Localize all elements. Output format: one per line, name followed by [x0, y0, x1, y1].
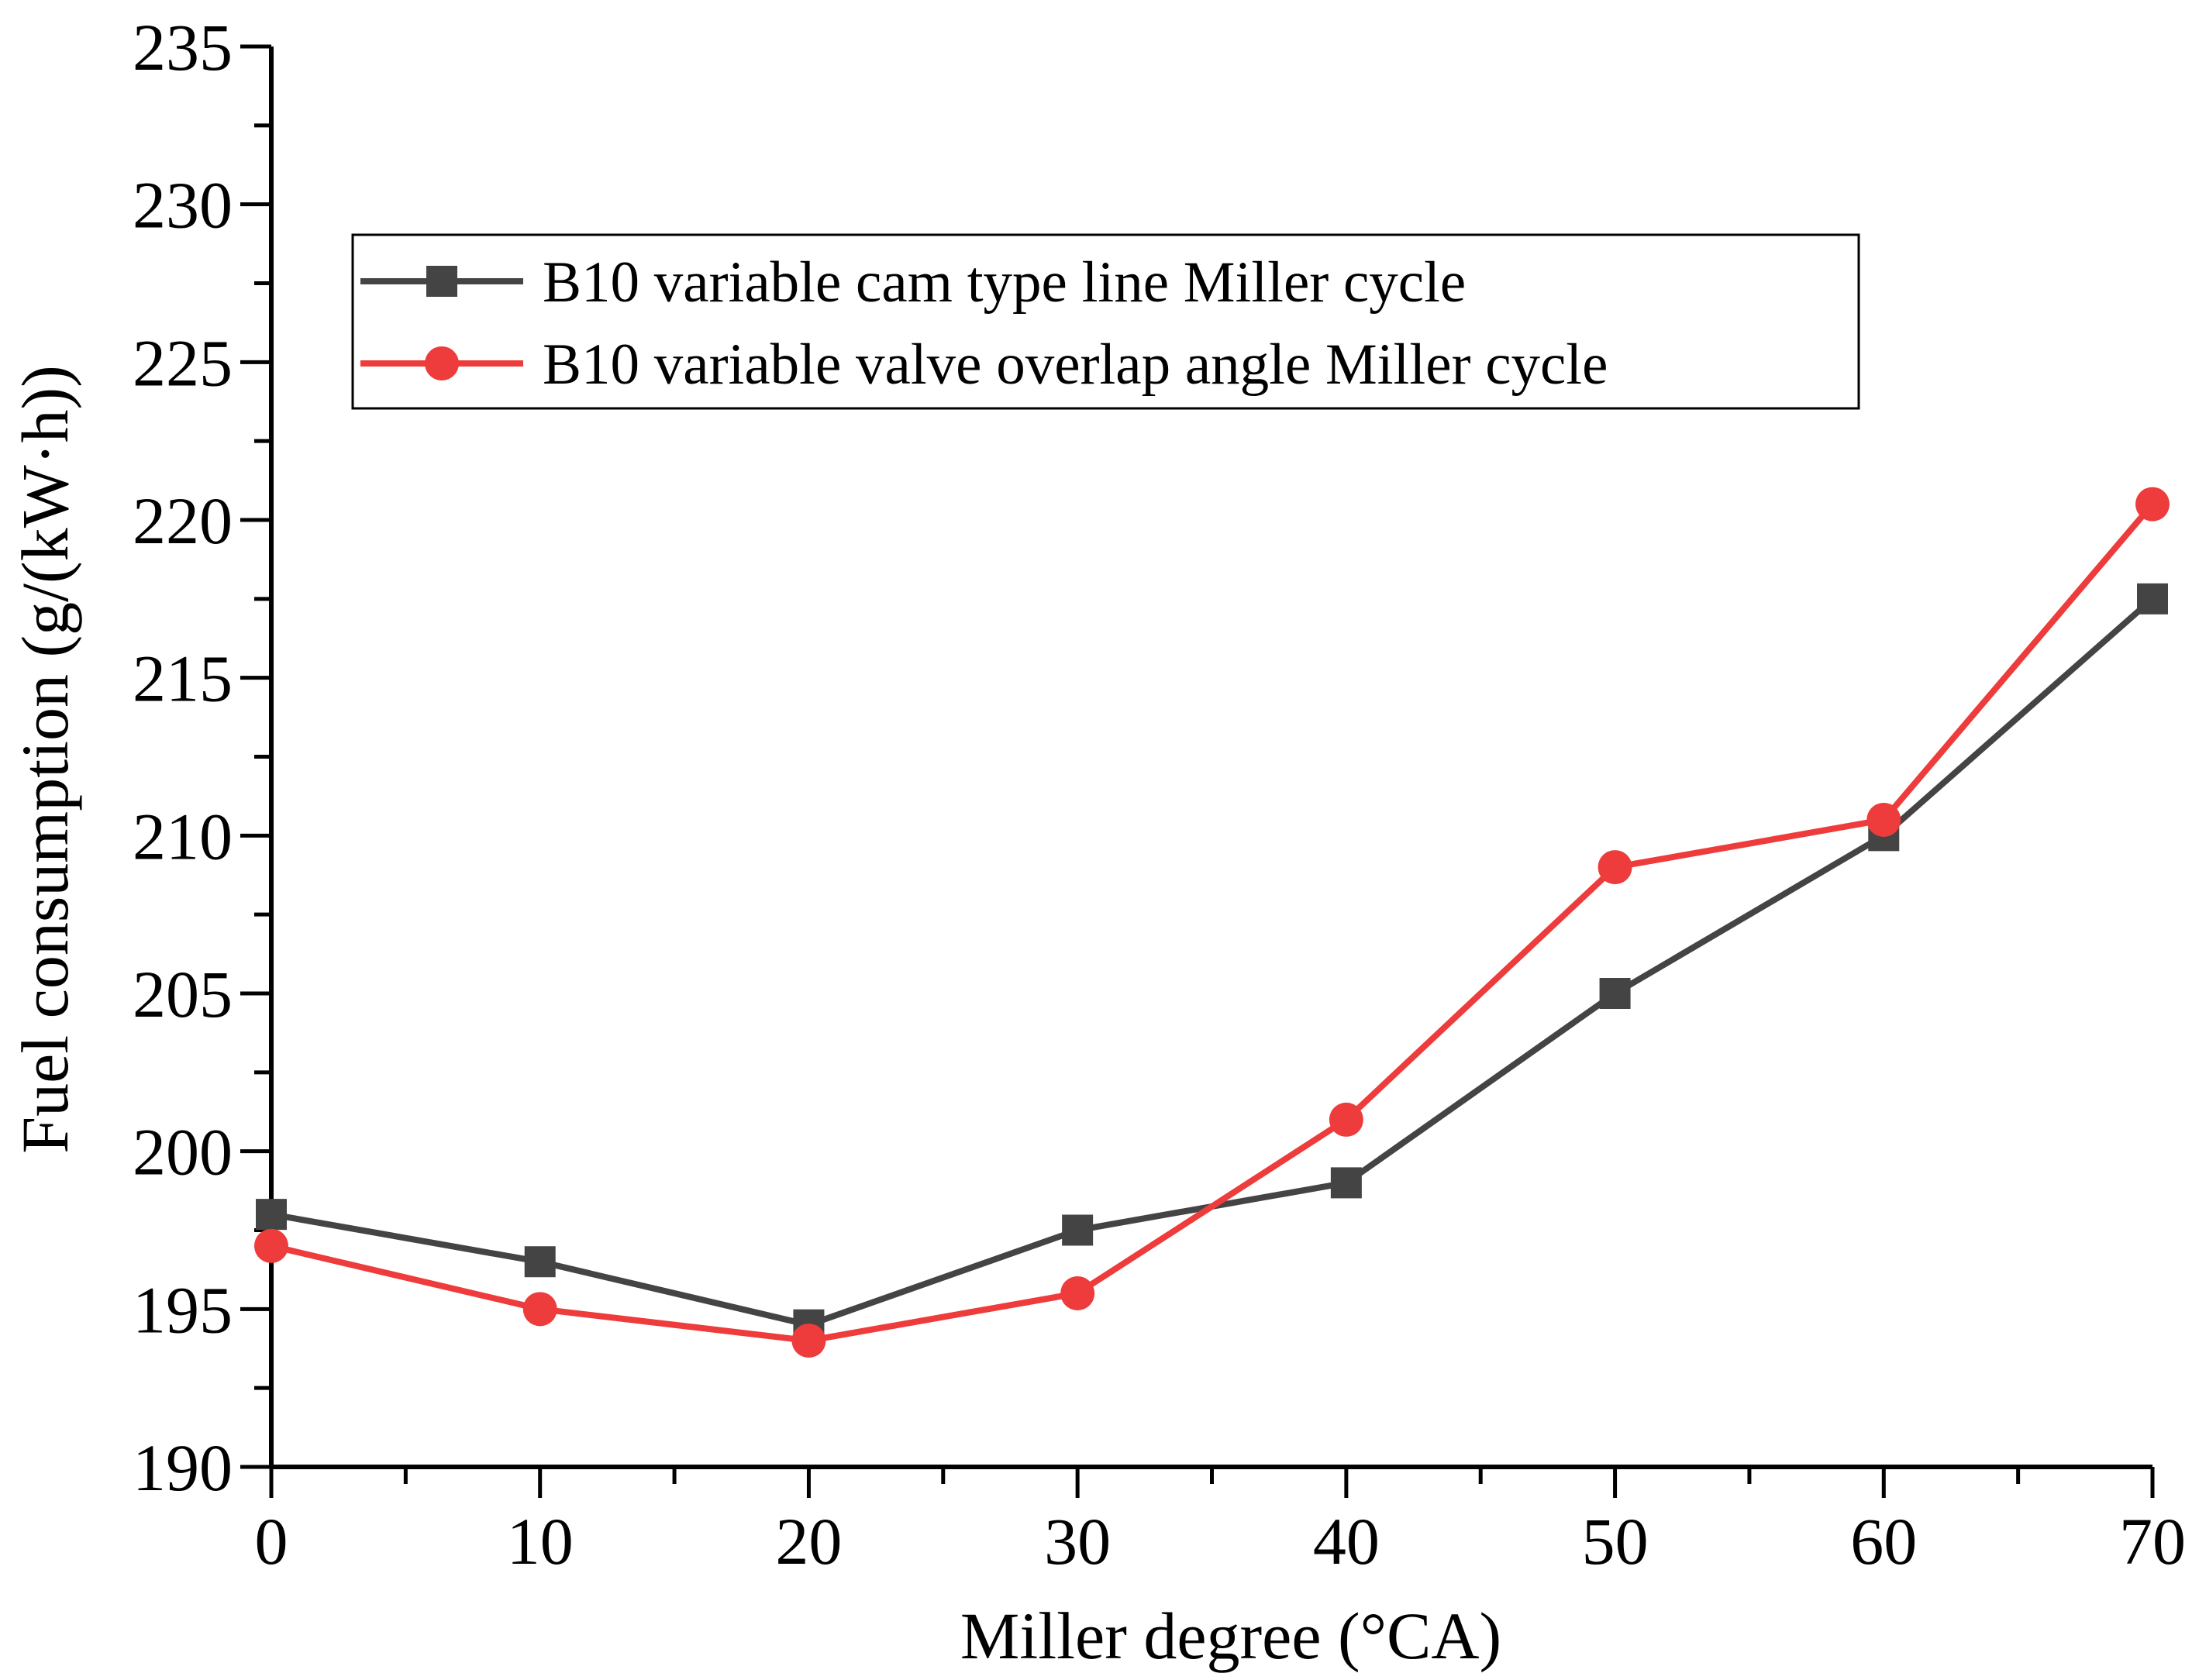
data-point-square	[524, 1246, 556, 1278]
plot-series	[254, 487, 2170, 1358]
legend-marker-series-0	[426, 266, 457, 297]
data-point-circle	[1598, 850, 1632, 885]
y-tick-label: 225	[133, 325, 233, 400]
data-point-circle	[1060, 1275, 1095, 1310]
data-point-circle	[522, 1292, 557, 1327]
data-point-square	[1330, 1167, 1362, 1199]
x-tick-label: 0	[255, 1504, 288, 1578]
x-tick-label: 10	[507, 1504, 574, 1578]
y-tick-label: 190	[133, 1430, 233, 1505]
legend: B10 variable cam type line Miller cycle …	[351, 233, 1860, 410]
data-point-square	[2137, 583, 2168, 615]
series-line-1	[271, 502, 2156, 1344]
y-tick-label: 215	[133, 642, 233, 716]
y-tick-label: 195	[133, 1272, 233, 1347]
x-tick-label: 40	[1313, 1504, 1380, 1578]
y-tick-label: 205	[133, 957, 233, 1031]
y-tick-label: 235	[133, 10, 233, 84]
x-tick-label: 20	[775, 1504, 842, 1578]
data-point-circle	[254, 1228, 288, 1263]
data-point-square	[1599, 978, 1631, 1009]
x-tick-label: 30	[1044, 1504, 1111, 1578]
y-tick-label: 220	[133, 484, 233, 558]
legend-box	[351, 233, 1860, 410]
y-tick-label: 200	[133, 1115, 233, 1189]
series-1	[254, 487, 2170, 1358]
data-point-circle	[1866, 802, 1901, 837]
data-point-square	[1062, 1214, 1094, 1246]
data-point-square	[256, 1199, 287, 1231]
data-point-circle	[791, 1324, 826, 1358]
data-point-circle	[1329, 1102, 1363, 1137]
x-axis-title: Miller degree (°CA)	[960, 1599, 1501, 1673]
series-line-0	[271, 596, 2155, 1328]
x-tick-label: 60	[1850, 1504, 1917, 1578]
y-tick-label: 210	[133, 799, 233, 873]
x-tick-label: 50	[1582, 1504, 1649, 1578]
legend-label-series-0: B10 variable cam type line Miller cycle	[543, 250, 1466, 315]
axes: 190 195 200 205 210 215 220 225 230 235 0 10 20 30 40 5…	[133, 10, 2186, 1578]
legend-marker-series-1	[425, 346, 459, 380]
legend-label-series-1: B10 variable valve overlap angle Miller …	[543, 332, 1608, 397]
data-point-circle	[2135, 487, 2170, 522]
x-tick-label: 70	[2119, 1504, 2186, 1578]
series-0	[256, 583, 2168, 1341]
y-tick-label: 230	[133, 168, 233, 243]
y-axis-title: Fuel consumption (g/(kW·h))	[8, 365, 82, 1153]
